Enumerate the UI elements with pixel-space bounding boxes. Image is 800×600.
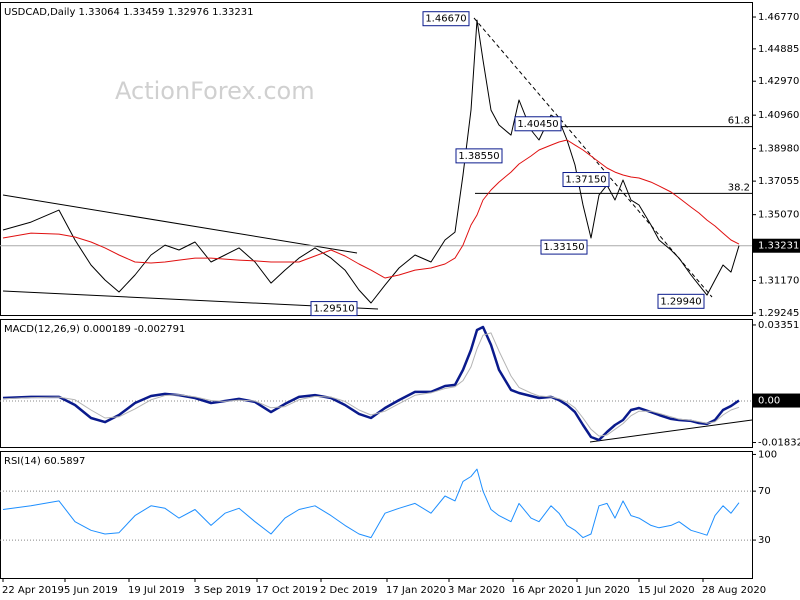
y-tick-label: 1.29245 [758, 308, 799, 319]
price-annotation-box [657, 293, 705, 309]
price-annotation-box [514, 116, 562, 132]
price-annotation-box [455, 148, 503, 164]
y-tick-label: 0.033515 [758, 320, 800, 331]
y-tick-label: 1.42970 [758, 76, 799, 87]
series-line [2, 139, 740, 279]
fib-label: 38.2 [728, 182, 750, 193]
x-tick-label: 3 Mar 2020 [448, 585, 505, 596]
y-tick-label: 1.37055 [758, 176, 799, 187]
price-annotation-box [540, 239, 588, 255]
series-line [2, 468, 740, 539]
panel-title: MACD(12,26,9) 0.000189 -0.002791 [4, 324, 185, 335]
macd-trend-line [589, 419, 753, 443]
y-tick-label: 30 [758, 535, 771, 546]
price-annotation-label: 1.37150 [565, 175, 606, 186]
price-annotation-label: 1.38550 [458, 151, 499, 162]
x-tick-label: 2 Dec 2019 [320, 585, 378, 596]
last-value-label: 1.33231 [758, 241, 799, 252]
x-tick-label: 15 Jul 2020 [638, 585, 695, 596]
x-tick-label: 17 Jan 2020 [386, 585, 446, 596]
price-annotation-box [310, 301, 358, 317]
x-tick-label: 1 Jun 2020 [576, 585, 630, 596]
price-annotation-label: 1.29510 [313, 304, 354, 315]
last-value-box [753, 238, 800, 253]
y-tick-label: 1.38980 [758, 144, 799, 155]
x-tick-label: 3 Sep 2019 [194, 585, 251, 596]
y-tick-label: 100 [758, 449, 777, 460]
x-tick-label: 17 Oct 2019 [256, 585, 318, 596]
price-annotation-box [422, 11, 470, 27]
rsi-panel-frame [0, 451, 753, 579]
y-tick-label: 1.46770 [758, 12, 799, 23]
price-annotation-box [562, 172, 610, 188]
panel-title: RSI(14) 60.5897 [4, 456, 85, 467]
series-line [2, 332, 740, 437]
y-tick-label: 70 [758, 486, 771, 497]
price-annotation-label: 1.40450 [517, 119, 558, 130]
x-tick-label: 28 Aug 2020 [702, 585, 766, 596]
last-value-label: 0.00 [758, 396, 780, 407]
x-tick-label: 16 Apr 2020 [512, 585, 574, 596]
x-tick-label: 5 Jun 2019 [64, 585, 118, 596]
y-tick-label: 1.35070 [758, 210, 799, 221]
series-line [2, 19, 740, 304]
watermark: ActionForex.com [115, 77, 315, 105]
y-tick-label: -0.018324 [758, 438, 800, 449]
trend-line [2, 194, 358, 254]
panel-title: USDCAD,Daily 1.33064 1.33459 1.32976 1.3… [4, 7, 254, 18]
x-tick-label: 19 Jul 2019 [128, 585, 185, 596]
price-annotation-label: 1.33150 [543, 242, 584, 253]
price-annotation-label: 1.29940 [660, 296, 701, 307]
last-value-box [753, 393, 800, 408]
price-annotation-label: 1.46670 [425, 14, 466, 25]
macd-panel-frame [0, 319, 753, 448]
y-tick-label: 1.40960 [758, 110, 799, 121]
fib-label: 61.8 [728, 116, 750, 127]
y-tick-label: 1.31170 [758, 276, 799, 287]
x-tick-label: 22 Apr 2019 [2, 585, 64, 596]
y-tick-label: 1.44885 [758, 44, 799, 55]
price-panel-frame [0, 2, 753, 316]
